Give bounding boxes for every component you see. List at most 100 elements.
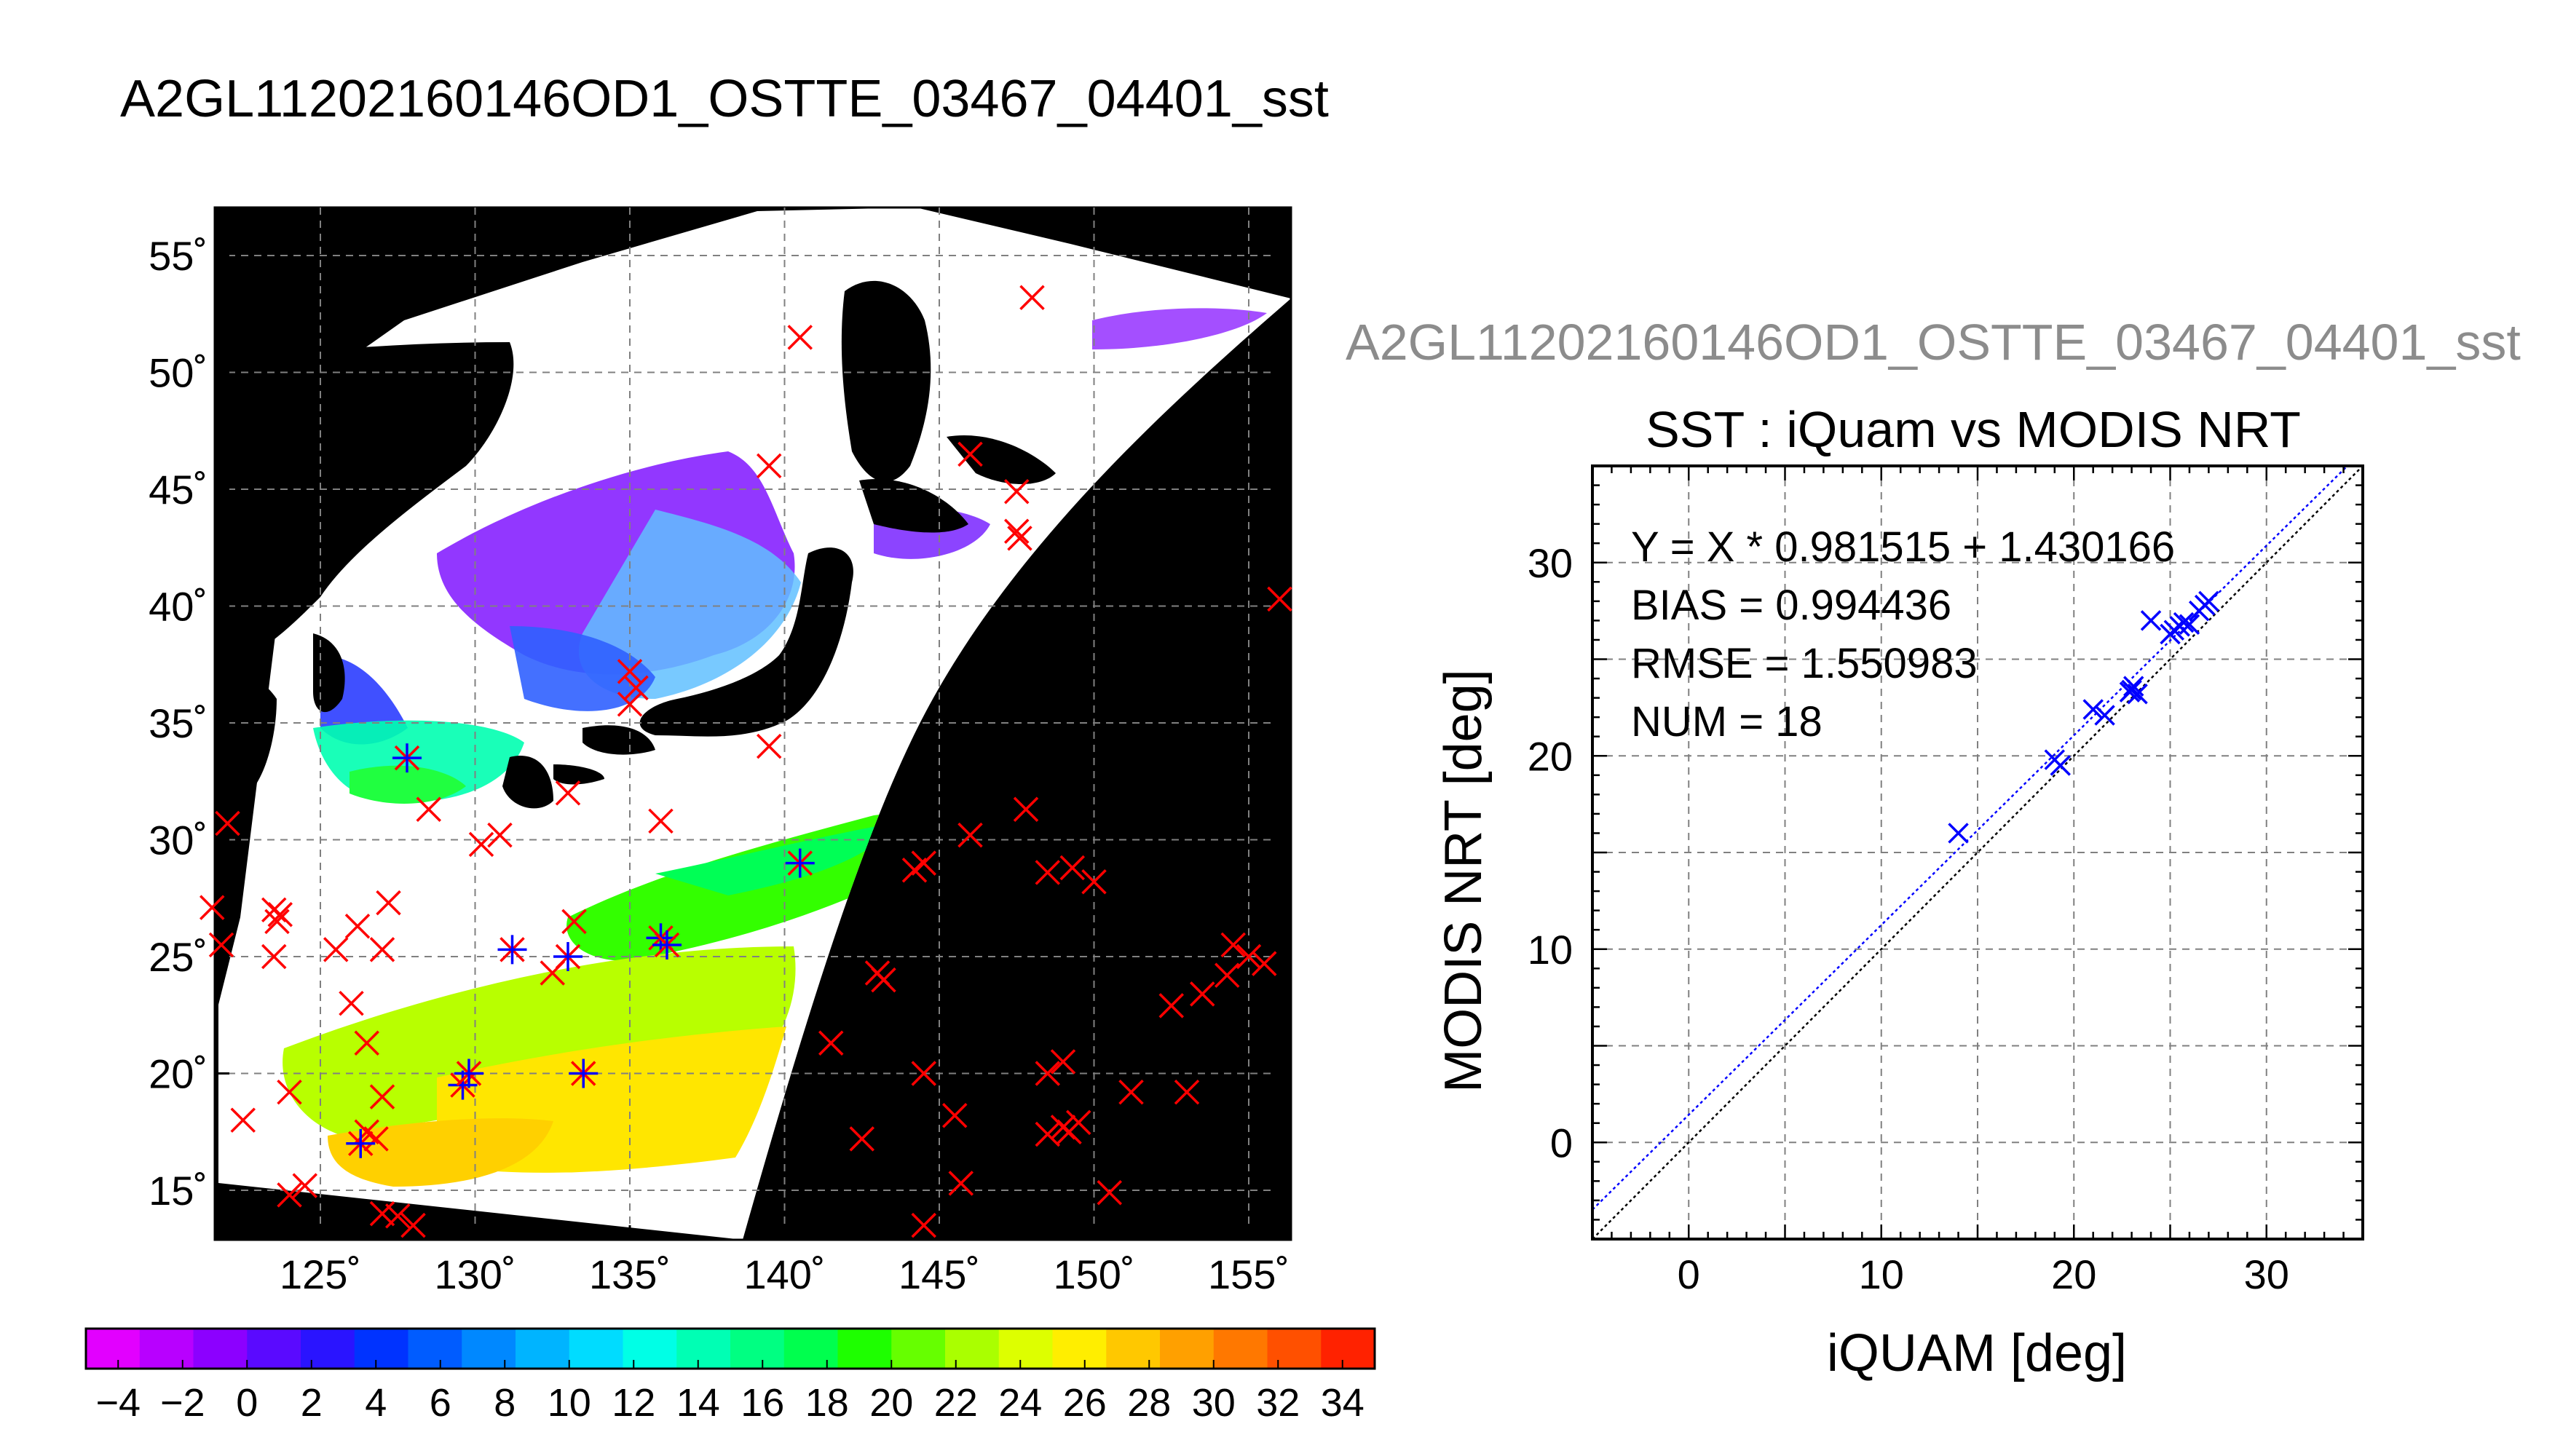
scatter-point bbox=[2173, 612, 2195, 633]
lon-tick-label: 140˚ bbox=[743, 1251, 825, 1297]
x-tick-label: 0 bbox=[1678, 1251, 1700, 1297]
colorbar-segment bbox=[676, 1329, 731, 1369]
buoy-marker-red bbox=[208, 932, 234, 958]
buoy-marker-red bbox=[339, 990, 364, 1016]
buoy-marker-red bbox=[1081, 869, 1107, 895]
buoy-marker-blue bbox=[652, 930, 682, 960]
colorbar-segment bbox=[1160, 1329, 1215, 1369]
scatter-point bbox=[2163, 620, 2185, 641]
buoy-marker-red bbox=[617, 692, 643, 717]
colorbar-segment bbox=[998, 1329, 1053, 1369]
scatter-point bbox=[2044, 749, 2066, 770]
buoy-marker-red bbox=[1215, 962, 1240, 988]
buoy-marker-red bbox=[1004, 518, 1030, 545]
scatter-point bbox=[2094, 705, 2115, 726]
scatter-point bbox=[2123, 676, 2144, 697]
scatter-point bbox=[2140, 610, 2162, 631]
buoy-marker-red bbox=[623, 675, 649, 701]
num-value: NUM = 18 bbox=[1631, 698, 1823, 745]
colorbar-segment bbox=[837, 1329, 892, 1369]
scatter-file-title: A2GL11202160146OD1_OSTTE_03467_04401_sst bbox=[1346, 314, 2521, 371]
buoy-marker-red bbox=[230, 1107, 256, 1133]
colorbar-segment bbox=[623, 1329, 677, 1369]
colorbar-tick-label: 2 bbox=[301, 1381, 323, 1425]
regression-line bbox=[1592, 465, 2348, 1211]
buoy-marker-red bbox=[1252, 951, 1277, 976]
buoy-marker-red bbox=[1236, 943, 1262, 970]
colorbar-tick-label: 30 bbox=[1192, 1381, 1236, 1425]
colorbar-tick-label: 24 bbox=[998, 1381, 1042, 1425]
colorbar-tick-label: 22 bbox=[934, 1381, 978, 1425]
lon-tick-label: 125˚ bbox=[280, 1251, 361, 1297]
buoy-marker-red bbox=[1059, 855, 1085, 881]
buoy-marker-red bbox=[1035, 1121, 1060, 1147]
colorbar-tick-label: 8 bbox=[494, 1381, 516, 1425]
x-axis-label: iQUAM [deg] bbox=[1826, 1324, 2128, 1382]
buoy-marker-red bbox=[277, 1182, 302, 1208]
buoy-marker-red bbox=[648, 808, 674, 834]
lat-tick-label: 35˚ bbox=[149, 700, 208, 746]
buoy-marker-red bbox=[1097, 1179, 1122, 1206]
buoy-marker-blue bbox=[497, 935, 527, 965]
colorbar-tick-label: 4 bbox=[365, 1381, 387, 1425]
buoy-marker-red bbox=[363, 1126, 389, 1152]
scatter-point bbox=[2188, 600, 2210, 622]
x-tick-label: 10 bbox=[1859, 1251, 1904, 1297]
scatter-point bbox=[2050, 755, 2071, 776]
buoy-marker-blue bbox=[553, 942, 583, 971]
colorbar-tick-label: 6 bbox=[430, 1381, 451, 1425]
buoy-marker-red bbox=[787, 325, 813, 350]
buoy-marker-blue bbox=[454, 1059, 483, 1088]
colorbar-segment bbox=[354, 1329, 408, 1369]
colorbar-tick-label: 14 bbox=[676, 1381, 720, 1425]
colorbar-segment bbox=[247, 1329, 301, 1369]
colorbar-tick-label: 20 bbox=[869, 1381, 913, 1425]
colorbar-tick-label: 26 bbox=[1063, 1381, 1107, 1425]
colorbar-segment bbox=[783, 1329, 838, 1369]
lon-tick-label: 145˚ bbox=[899, 1251, 980, 1297]
buoy-marker-red bbox=[1057, 1119, 1082, 1144]
buoy-marker-red bbox=[376, 890, 401, 916]
colorbar-segment bbox=[1052, 1329, 1107, 1369]
scatter-point bbox=[2169, 616, 2190, 637]
buoy-marker-red bbox=[1118, 1079, 1144, 1105]
lat-tick-label: 50˚ bbox=[149, 350, 208, 396]
buoy-marker-red bbox=[561, 909, 587, 935]
scatter-point bbox=[2194, 594, 2216, 616]
buoy-marker-red bbox=[261, 943, 287, 970]
buoy-marker-blue bbox=[448, 1070, 478, 1100]
colorbar-tick-label: 34 bbox=[1321, 1381, 1365, 1425]
lon-tick-label: 135˚ bbox=[589, 1251, 671, 1297]
buoy-marker-red bbox=[344, 914, 371, 939]
buoy-marker-red bbox=[487, 822, 513, 848]
buoy-marker-red bbox=[617, 659, 643, 684]
buoy-marker-red bbox=[1267, 586, 1292, 612]
scatter-point bbox=[2160, 623, 2181, 645]
scatter-point bbox=[1948, 823, 1969, 844]
scatter-point bbox=[2198, 590, 2219, 612]
lon-tick-label: 130˚ bbox=[434, 1251, 516, 1297]
scatter-point bbox=[2127, 684, 2148, 705]
buoy-marker-red bbox=[1004, 478, 1030, 505]
buoy-marker-blue bbox=[569, 1059, 599, 1088]
buoy-marker-red bbox=[1035, 860, 1060, 885]
colorbar-segment bbox=[301, 1329, 355, 1369]
buoy-marker-blue bbox=[346, 1128, 376, 1158]
lat-tick-label: 40˚ bbox=[149, 584, 208, 630]
colorbar-segment bbox=[408, 1329, 462, 1369]
buoy-marker-red bbox=[871, 967, 896, 993]
lon-tick-label: 155˚ bbox=[1208, 1251, 1290, 1297]
colorbar-segment bbox=[945, 1329, 1000, 1369]
buoy-marker-red bbox=[264, 909, 290, 935]
y-axis-label: MODIS NRT [deg] bbox=[1434, 669, 1493, 1093]
lat-tick-label: 15˚ bbox=[149, 1168, 208, 1214]
scatter-point bbox=[2082, 699, 2104, 720]
buoy-marker-red bbox=[948, 1171, 974, 1196]
x-tick-label: 20 bbox=[2051, 1251, 2096, 1297]
colorbar-segment bbox=[1321, 1329, 1375, 1369]
scatter-point bbox=[2121, 679, 2142, 701]
buoy-marker-red bbox=[292, 1173, 317, 1198]
colorbar-tick-label: 12 bbox=[612, 1381, 655, 1425]
colorbar-tick-label: 10 bbox=[548, 1381, 591, 1425]
buoy-marker-red bbox=[901, 857, 928, 883]
